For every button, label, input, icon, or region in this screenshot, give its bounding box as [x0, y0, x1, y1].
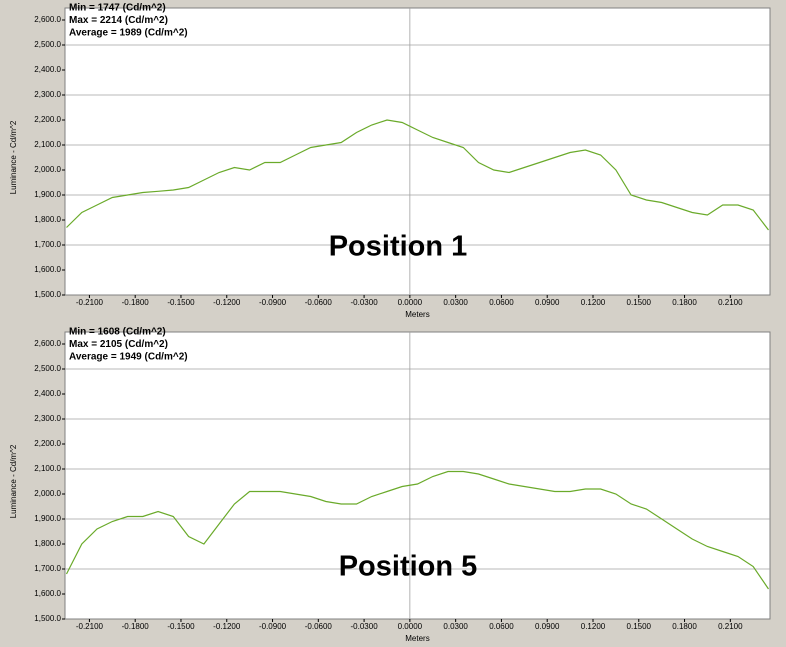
x-tick-label: 0.1200	[581, 622, 606, 631]
y-tick-label: 2,600.0	[34, 15, 61, 24]
y-tick-label: 2,100.0	[34, 140, 61, 149]
x-tick-label: 0.2100	[718, 622, 743, 631]
x-tick-label: 0.0900	[535, 622, 560, 631]
x-tick-label: -0.1800	[122, 298, 150, 307]
x-tick-label: -0.2100	[76, 298, 104, 307]
annotation: Position 1	[329, 231, 468, 263]
x-tick-label: 0.1500	[627, 622, 652, 631]
x-tick-label: -0.2100	[76, 622, 104, 631]
plot-area	[64, 331, 771, 620]
x-tick-label: 0.0600	[489, 298, 514, 307]
x-tick-label: -0.0300	[351, 298, 379, 307]
x-tick-label: 0.2100	[718, 298, 743, 307]
x-axis-label: Meters	[405, 634, 429, 643]
plot-area	[64, 7, 771, 296]
y-tick-label: 2,300.0	[34, 414, 61, 423]
x-tick-label: -0.0600	[305, 622, 333, 631]
y-tick-label: 2,200.0	[34, 115, 61, 124]
y-tick-label: 1,900.0	[34, 190, 61, 199]
x-tick-label: -0.1500	[167, 298, 195, 307]
x-tick-label: 0.0000	[398, 298, 423, 307]
x-tick-label: -0.0900	[259, 298, 287, 307]
x-tick-label: 0.0000	[398, 622, 423, 631]
y-tick-label: 2,600.0	[34, 339, 61, 348]
y-tick-label: 1,600.0	[34, 265, 61, 274]
x-tick-label: -0.1200	[213, 298, 241, 307]
y-tick-label: 2,000.0	[34, 489, 61, 498]
x-tick-label: 0.1200	[581, 298, 606, 307]
x-tick-label: 0.0900	[535, 298, 560, 307]
x-tick-label: 0.1500	[627, 298, 652, 307]
y-tick-label: 1,500.0	[34, 290, 61, 299]
x-axis-label: Meters	[405, 310, 429, 319]
y-tick-label: 2,100.0	[34, 464, 61, 473]
data-line	[66, 119, 769, 231]
y-tick-label: 2,400.0	[34, 65, 61, 74]
x-tick-label: 0.0300	[443, 298, 468, 307]
y-tick-label: 2,400.0	[34, 389, 61, 398]
x-tick-label: -0.1800	[122, 622, 150, 631]
y-tick-label: 1,800.0	[34, 539, 61, 548]
x-tick-label: 0.0300	[443, 622, 468, 631]
x-tick-label: 0.1800	[672, 622, 697, 631]
x-tick-label: 0.1800	[672, 298, 697, 307]
y-tick-label: 2,500.0	[34, 40, 61, 49]
x-tick-label: 0.0600	[489, 622, 514, 631]
x-tick-label: -0.0600	[305, 298, 333, 307]
x-tick-label: -0.0300	[351, 622, 379, 631]
y-tick-label: 1,500.0	[34, 614, 61, 623]
y-tick-label: 1,900.0	[34, 514, 61, 523]
stats-line: Average = 1949 (Cd/m^2)	[69, 352, 188, 363]
stats-line: Average = 1989 (Cd/m^2)	[69, 28, 188, 39]
annotation: Position 5	[339, 551, 478, 583]
x-tick-label: -0.1200	[213, 622, 241, 631]
y-tick-label: 1,700.0	[34, 564, 61, 573]
y-tick-label: 1,600.0	[34, 589, 61, 598]
y-tick-label: 2,500.0	[34, 364, 61, 373]
stats-line: Max = 2105 (Cd/m^2)	[69, 339, 168, 350]
y-tick-label: 2,000.0	[34, 165, 61, 174]
stats-line: Min = 1608 (Cd/m^2)	[69, 327, 166, 338]
y-axis-label: Luminance - Cd/m^2	[9, 120, 18, 194]
data-line	[65, 470, 769, 590]
x-tick-label: -0.1500	[167, 622, 195, 631]
x-tick-label: -0.0900	[259, 622, 287, 631]
y-tick-label: 1,700.0	[34, 240, 61, 249]
stats-line: Max = 2214 (Cd/m^2)	[69, 15, 168, 26]
y-tick-label: 1,800.0	[34, 215, 61, 224]
y-axis-label: Luminance - Cd/m^2	[9, 444, 18, 518]
y-tick-label: 2,300.0	[34, 90, 61, 99]
y-tick-label: 2,200.0	[34, 439, 61, 448]
stats-line: Min = 1747 (Cd/m^2)	[69, 3, 166, 14]
